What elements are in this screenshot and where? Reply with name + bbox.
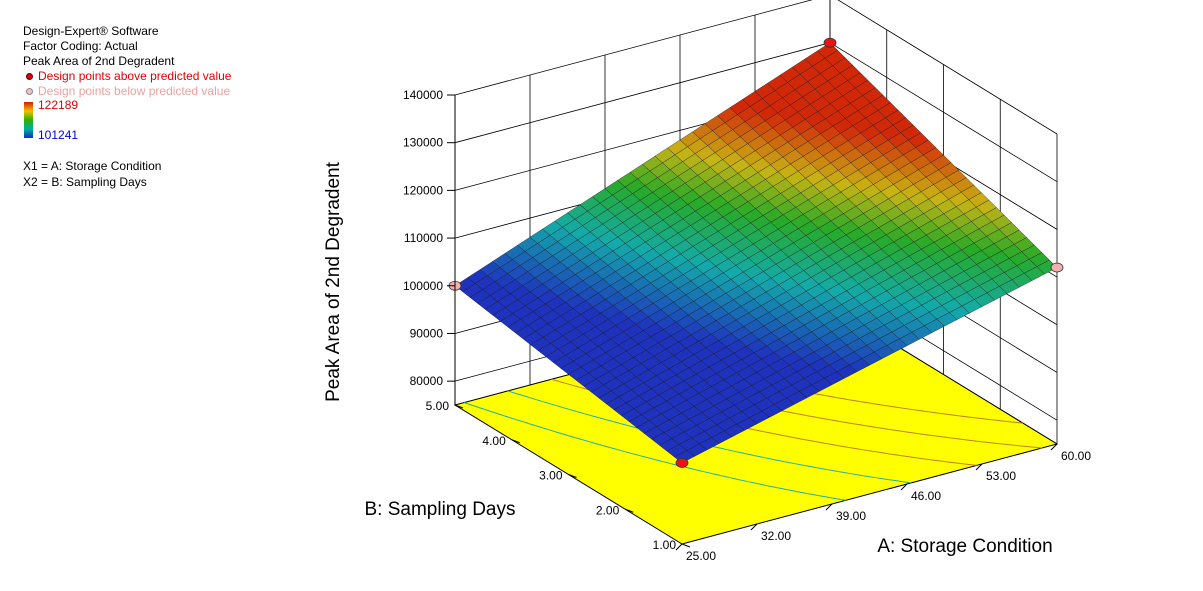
z-tick-label: 90000: [410, 326, 444, 340]
x-axis-title: A: Storage Condition: [877, 536, 1052, 557]
z-tick-label: 140000: [403, 88, 443, 102]
z-tick-label: 130000: [403, 136, 443, 150]
design-point: [1050, 262, 1064, 273]
legend-coding: Factor Coding: Actual: [23, 39, 138, 53]
x-tick-label: 39.00: [836, 509, 866, 523]
x-tick: [825, 503, 833, 511]
y-tick-label: 4.00: [482, 434, 506, 448]
x-tick-label: 60.00: [1061, 449, 1091, 463]
factor-x1: X1 = A: Storage Condition: [23, 159, 162, 173]
design-point: [675, 458, 689, 468]
design-point: [823, 37, 837, 48]
y-axis-title: B: Sampling Days: [364, 499, 515, 520]
y-tick: [568, 474, 577, 478]
x-tick: [750, 523, 758, 531]
x-tick-label: 46.00: [911, 489, 941, 503]
z-tick-label: 100000: [403, 279, 443, 293]
y-tick: [625, 508, 634, 513]
x-tick-label: 32.00: [761, 529, 791, 543]
y-tick-label: 1.00: [653, 538, 677, 552]
back-wall-gridline: [454, 0, 813, 96]
z-tick-label: 80000: [410, 374, 444, 388]
legend-software: Design-Expert® Software: [23, 24, 159, 38]
legend: Design-Expert® Software Factor Coding: A…: [23, 24, 231, 99]
z-tick-label: 110000: [404, 231, 443, 245]
y-tick-label: 5.00: [426, 399, 450, 413]
color-scale-max: 122189: [38, 98, 79, 112]
y-tick: [681, 543, 691, 548]
red-dot-icon: [26, 72, 33, 80]
y-tick-label: 2.00: [596, 503, 620, 517]
legend-above-label: Design points above predicted value: [38, 69, 232, 83]
back-wall-gridline: [454, 42, 831, 144]
x-tick-label: 53.00: [986, 469, 1016, 483]
legend-above: Design points above predicted value: [23, 69, 231, 84]
y-tick: [454, 404, 464, 409]
pink-dot-icon: [26, 87, 33, 95]
legend-below: Design points below predicted value: [23, 84, 231, 99]
floor-contour-line: [463, 402, 846, 501]
x-tick: [900, 483, 908, 491]
color-scale-bar: [24, 102, 33, 138]
z-axis-title: Peak Area of 2nd Degradent: [323, 161, 344, 402]
factor-x2: X2 = B: Sampling Days: [23, 175, 147, 189]
legend-response: Peak Area of 2nd Degradent: [23, 54, 175, 68]
x-tick: [675, 543, 683, 551]
color-scale-min: 101241: [38, 128, 79, 142]
y-tick: [511, 439, 520, 444]
response-surface: [454, 42, 1058, 464]
legend-below-label: Design points below predicted value: [38, 84, 231, 98]
y-tick-label: 3.00: [539, 469, 563, 483]
x-tick: [975, 463, 983, 471]
z-tick-label: 120000: [403, 183, 443, 197]
x-tick-label: 25.00: [686, 549, 716, 563]
x-tick: [1050, 443, 1058, 451]
